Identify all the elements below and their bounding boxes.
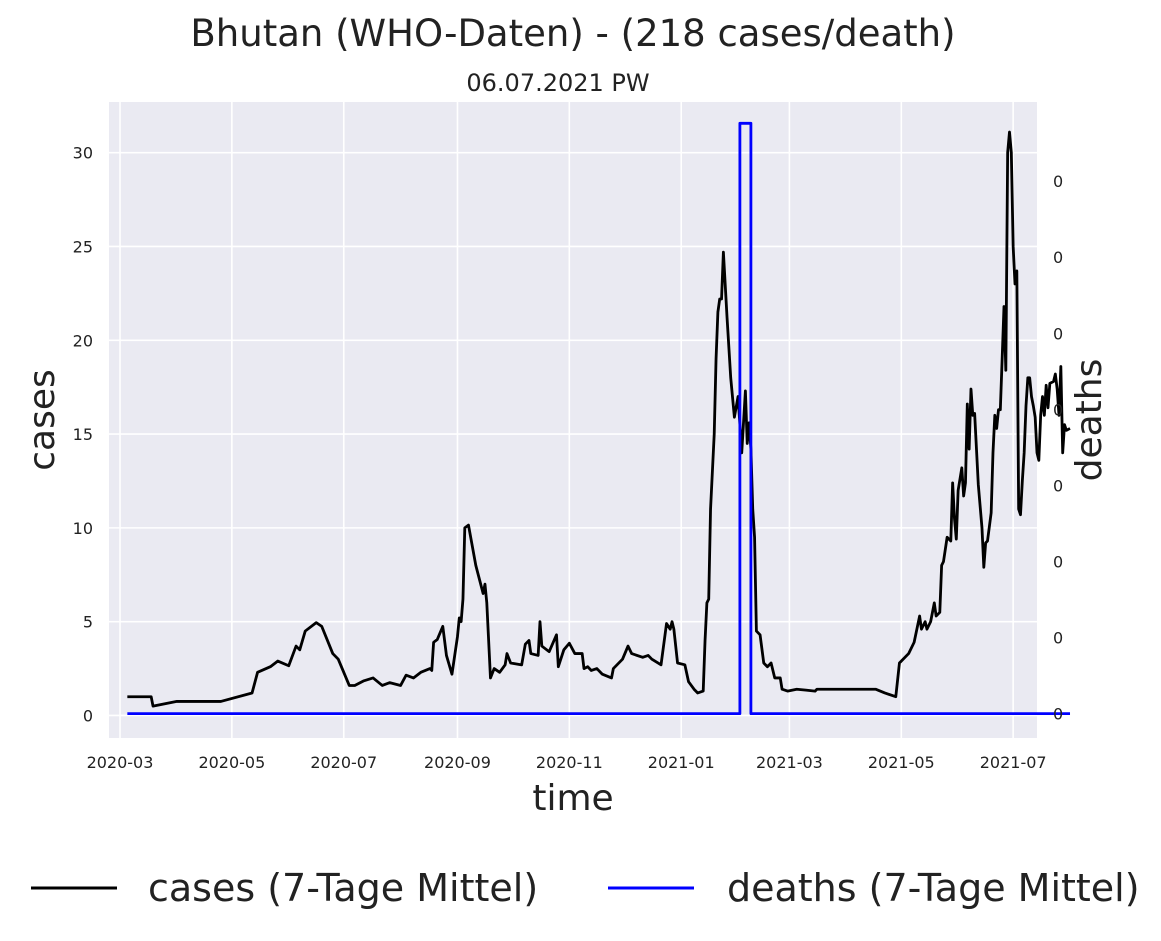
deaths-series-line bbox=[127, 121, 1071, 716]
x-tick-label: 2021-01 bbox=[648, 753, 715, 772]
x-tick-label: 2020-07 bbox=[310, 753, 377, 772]
y2-tick-label: 0 bbox=[1053, 248, 1063, 267]
y-tick-label: 25 bbox=[73, 237, 93, 256]
x-gridlines bbox=[119, 102, 1014, 738]
y-tick-label: 10 bbox=[73, 519, 93, 538]
x-tick-label: 2020-11 bbox=[536, 753, 603, 772]
y2-tick-label: 0 bbox=[1053, 400, 1063, 419]
chart-subtitle: 06.07.2021 PW bbox=[466, 69, 649, 97]
cases-series-line bbox=[127, 130, 1071, 708]
y-axis-label: cases bbox=[22, 369, 63, 471]
x-tick-label: 2020-05 bbox=[198, 753, 265, 772]
y-tick-label: 15 bbox=[73, 425, 93, 444]
y2-tick-label: 0 bbox=[1053, 324, 1063, 343]
x-tick-label: 2020-09 bbox=[424, 753, 491, 772]
x-tick-label: 2021-07 bbox=[980, 753, 1047, 772]
legend: cases (7-Tage Mittel) deaths (7-Tage Mit… bbox=[31, 866, 1140, 910]
y2-axis-label: deaths bbox=[1069, 359, 1110, 482]
plot-area bbox=[109, 102, 1037, 738]
y-gridlines bbox=[109, 151, 1037, 717]
x-tick-labels: 2020-03 2020-05 2020-07 2020-09 2020-11 2021-… bbox=[87, 753, 1047, 772]
x-axis-label: time bbox=[532, 778, 613, 819]
y2-tick-labels: 0 0 0 0 0 0 0 0 bbox=[1053, 172, 1063, 724]
y-tick-label: 20 bbox=[73, 331, 93, 350]
x-tick-label: 2020-03 bbox=[87, 753, 154, 772]
y2-tick-label: 0 bbox=[1053, 629, 1063, 648]
y2-tick-label: 0 bbox=[1053, 705, 1063, 724]
chart-title: Bhutan (WHO-Daten) - (218 cases/death) bbox=[190, 12, 955, 55]
series-layer bbox=[127, 121, 1071, 716]
x-tick-label: 2021-05 bbox=[868, 753, 935, 772]
y-tick-labels: 0 5 10 15 20 25 30 bbox=[73, 144, 93, 726]
x-tick-label: 2021-03 bbox=[756, 753, 823, 772]
legend-cases-label: cases (7-Tage Mittel) bbox=[148, 866, 538, 910]
y-tick-label: 5 bbox=[83, 613, 93, 632]
y-tick-label: 30 bbox=[73, 144, 93, 163]
y2-tick-label: 0 bbox=[1053, 476, 1063, 495]
y-tick-label: 0 bbox=[83, 706, 93, 725]
legend-deaths-label: deaths (7-Tage Mittel) bbox=[727, 866, 1140, 910]
y2-tick-label: 0 bbox=[1053, 172, 1063, 191]
y2-tick-label: 0 bbox=[1053, 553, 1063, 572]
